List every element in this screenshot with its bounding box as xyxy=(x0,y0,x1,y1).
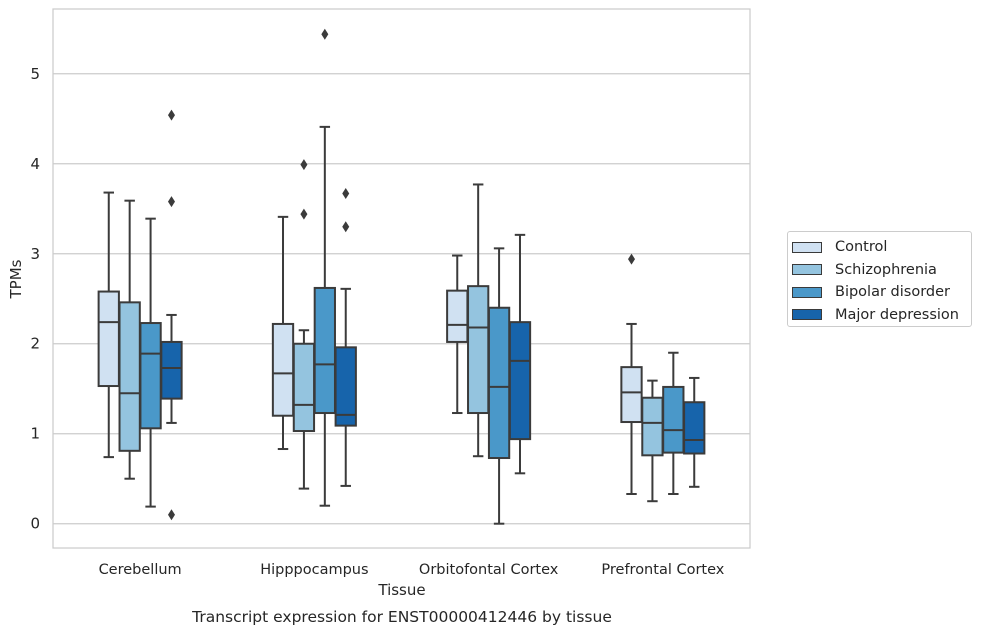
box-iqr xyxy=(662,385,685,454)
box-schizophrenia xyxy=(641,379,664,503)
boxes xyxy=(97,28,706,525)
legend: Control Schizophrenia Bipolar disorder Majo… xyxy=(787,231,972,327)
box-bipolar-disorder xyxy=(487,247,511,525)
legend-swatch xyxy=(792,309,822,321)
y-tick-label: 5 xyxy=(30,65,40,83)
box-bipolar-disorder xyxy=(662,351,685,496)
box-iqr xyxy=(139,322,162,430)
box-iqr xyxy=(160,340,183,400)
outlier-marker xyxy=(628,253,636,265)
box-control xyxy=(620,253,643,496)
outlier-marker xyxy=(342,187,350,199)
box-iqr xyxy=(271,322,295,417)
box-major-depression xyxy=(508,233,532,475)
x-tick-labels: Cerebellum Hipppocampus Orbitofontal Corte… xyxy=(99,562,725,578)
outlier-marker xyxy=(300,159,308,171)
y-tick-label: 3 xyxy=(30,245,40,263)
y-tick-label: 4 xyxy=(30,155,40,173)
outlier-marker xyxy=(300,208,308,220)
outlier-marker xyxy=(321,28,329,40)
outlier-marker xyxy=(167,509,175,521)
legend-swatch xyxy=(792,241,822,253)
box-iqr xyxy=(467,285,490,415)
y-axis-label: TPMs xyxy=(7,259,25,299)
box-iqr xyxy=(334,346,357,427)
legend-label: Major depression xyxy=(835,306,959,323)
x-tick-label: Prefrontal Cortex xyxy=(601,562,724,578)
legend-swatch xyxy=(792,286,822,298)
box-control xyxy=(97,191,120,459)
box-schizophrenia xyxy=(118,199,141,480)
outlier-marker xyxy=(342,221,350,233)
legend-label: Control xyxy=(835,239,888,255)
x-tick-label: Hipppocampus xyxy=(260,562,368,578)
box-iqr xyxy=(97,290,120,388)
box-iqr xyxy=(118,301,141,452)
legend-label: Schizophrenia xyxy=(835,261,937,278)
legend-item: Major depression xyxy=(792,304,971,327)
y-tick-labels: 0 1 2 3 4 5 xyxy=(30,65,40,533)
outlier-marker xyxy=(167,109,175,121)
legend-swatch xyxy=(792,264,822,276)
box-iqr xyxy=(487,306,511,460)
box-control xyxy=(446,254,469,415)
box-schizophrenia xyxy=(292,159,316,490)
x-axis-label: Tissue xyxy=(377,581,425,599)
x-tick-label: Cerebellum xyxy=(99,562,182,578)
outlier-marker xyxy=(167,196,175,208)
y-tick-label: 0 xyxy=(30,515,40,533)
legend-item: Bipolar disorder xyxy=(792,281,971,304)
y-tick-label: 1 xyxy=(30,425,40,443)
box-major-depression xyxy=(160,109,183,521)
box-major-depression xyxy=(683,376,706,488)
box-iqr xyxy=(641,396,664,457)
x-tick-label: Orbitofontal Cortex xyxy=(419,562,559,578)
box-iqr xyxy=(292,342,316,433)
legend-item: Control xyxy=(792,236,971,259)
box-bipolar-disorder xyxy=(139,217,162,508)
box-iqr xyxy=(508,321,532,441)
chart-title: Transcript expression for ENST0000041244… xyxy=(191,608,612,626)
box-schizophrenia xyxy=(467,183,490,458)
plot-area-frame xyxy=(52,8,751,549)
box-control xyxy=(271,215,295,451)
box-iqr xyxy=(620,366,643,424)
legend-item: Schizophrenia xyxy=(792,259,971,282)
box-iqr xyxy=(446,289,469,343)
legend-label: Bipolar disorder xyxy=(835,284,950,300)
box-iqr xyxy=(313,286,336,415)
box-iqr xyxy=(683,401,706,455)
box-major-depression xyxy=(334,187,357,487)
y-tick-label: 2 xyxy=(30,335,40,353)
